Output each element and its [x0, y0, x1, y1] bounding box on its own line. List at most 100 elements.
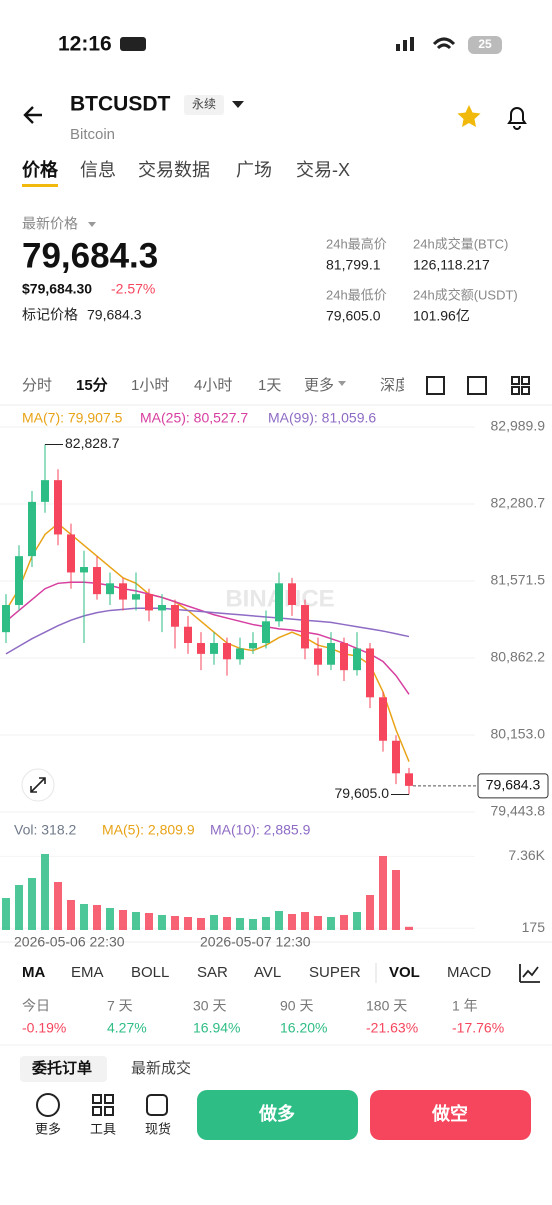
- indicator[interactable]: SUPER: [309, 964, 361, 981]
- ma-legend: MA(25): 80,527.7: [140, 410, 248, 426]
- alert-bell[interactable]: [507, 107, 527, 130]
- candle-body: [236, 648, 244, 660]
- volume-bar: [405, 926, 413, 930]
- indicator[interactable]: MA: [22, 964, 45, 981]
- candle-body: [80, 567, 88, 573]
- volume-bar: [353, 912, 361, 930]
- y-tick-label: 80,153.0: [491, 726, 546, 742]
- volume-bar: [379, 856, 387, 930]
- x-label: 2026-05-06 22:30: [14, 934, 125, 950]
- long-label[interactable]: 做多: [258, 1103, 295, 1124]
- contract-tag: 永续: [192, 97, 216, 111]
- interval[interactable]: 分时: [22, 377, 52, 394]
- period-change: 16.94%: [193, 1020, 240, 1036]
- candle-body: [262, 621, 270, 644]
- tool-label[interactable]: 现货: [145, 1121, 171, 1136]
- favorite-star[interactable]: [457, 105, 481, 127]
- chart-tools[interactable]: [426, 376, 530, 395]
- candle-body: [340, 643, 348, 671]
- tools-icon[interactable]: [92, 1094, 102, 1104]
- more-dropdown[interactable]: [338, 381, 346, 386]
- volume-bar: [392, 870, 400, 930]
- last-price-box: [477, 773, 549, 799]
- tab[interactable]: 交易-X: [296, 160, 350, 180]
- interval[interactable]: 1小时: [131, 377, 169, 394]
- order-tab[interactable]: 委托订单: [32, 1059, 92, 1077]
- y-tick-label: 79,443.8: [491, 803, 546, 819]
- bottom-icons: [36, 1093, 168, 1117]
- interval[interactable]: 15分: [76, 377, 108, 394]
- volume-bar: [2, 898, 10, 930]
- candle-body: [197, 643, 205, 654]
- spot-icon[interactable]: [146, 1094, 168, 1116]
- short-button[interactable]: [370, 1090, 531, 1140]
- ma-legend: MA(99): 81,059.6: [268, 410, 376, 426]
- tab[interactable]: 价格: [22, 159, 59, 180]
- candle-body: [119, 583, 127, 600]
- long-button[interactable]: [197, 1090, 358, 1140]
- wifi-icon: [432, 37, 456, 50]
- dropdown-arrow[interactable]: [232, 101, 244, 108]
- volume-bar: [54, 882, 62, 930]
- volume-bar: [132, 912, 140, 930]
- x-label: 2026-05-07 12:30: [200, 934, 311, 950]
- tab[interactable]: 信息: [80, 160, 116, 180]
- tool-icon[interactable]: [511, 386, 520, 395]
- y-tick-label: 82,989.9: [491, 418, 546, 434]
- indicator[interactable]: SAR: [197, 964, 228, 981]
- tools-icon[interactable]: [104, 1094, 114, 1104]
- period-label: 180 天: [366, 998, 407, 1014]
- tool-icon[interactable]: [511, 376, 520, 385]
- vol-legend: MA(10): 2,885.9: [210, 822, 311, 838]
- volume-bar: [171, 916, 179, 930]
- indicator[interactable]: AVL: [254, 964, 281, 981]
- period-change: -17.76%: [452, 1020, 504, 1036]
- indicator[interactable]: EMA: [71, 964, 104, 981]
- tool-icon[interactable]: [467, 376, 487, 395]
- tools-icon[interactable]: [104, 1106, 114, 1116]
- volume-bar: [41, 854, 49, 930]
- price-dropdown[interactable]: [88, 222, 96, 227]
- y-tick-label: 7.36K: [508, 847, 545, 863]
- stat-value: 101.96亿: [413, 308, 470, 324]
- stat-value: 126,118.217: [413, 257, 490, 273]
- candle-body: [93, 567, 101, 595]
- tool-icon[interactable]: [521, 386, 530, 395]
- tools-icon[interactable]: [92, 1106, 102, 1116]
- period-change: -0.19%: [22, 1020, 66, 1036]
- ma-legend: MA(7): 79,907.5: [22, 410, 123, 426]
- indicator[interactable]: BOLL: [131, 964, 169, 981]
- stat-value: 81,799.1: [326, 257, 381, 273]
- tool-icon[interactable]: [426, 376, 445, 395]
- tab[interactable]: 广场: [236, 160, 272, 180]
- volume-bar: [67, 900, 75, 930]
- order-tab[interactable]: 最新成交: [131, 1059, 191, 1077]
- status-icons: [120, 36, 502, 54]
- interval[interactable]: 4小时: [194, 377, 232, 394]
- interval[interactable]: 更多: [304, 377, 334, 394]
- indicator-settings[interactable]: [519, 964, 540, 983]
- interval[interactable]: 1天: [258, 377, 281, 394]
- price-label: 最新价格: [22, 216, 78, 232]
- indicator[interactable]: MACD: [447, 964, 491, 981]
- candle-body: [54, 480, 62, 535]
- volume-bar: [158, 915, 166, 930]
- candle-body: [210, 643, 218, 654]
- indicator[interactable]: VOL: [389, 964, 420, 981]
- more-icon[interactable]: [36, 1093, 60, 1117]
- back-button[interactable]: [23, 106, 42, 124]
- volume-bar: [249, 919, 257, 930]
- candle-body: [249, 643, 257, 649]
- tab-underline: [22, 184, 58, 187]
- short-label[interactable]: 做空: [431, 1103, 468, 1124]
- vol-legend: MA(5): 2,809.9: [102, 822, 195, 838]
- candle-body: [2, 605, 10, 633]
- candle-body: [184, 626, 192, 644]
- volume-bar: [223, 917, 231, 930]
- tool-label[interactable]: 更多: [35, 1121, 61, 1136]
- candle-body: [353, 648, 361, 671]
- candle-body: [145, 594, 153, 611]
- tool-label[interactable]: 工具: [90, 1121, 116, 1136]
- tab[interactable]: 交易数据: [138, 160, 210, 180]
- tool-icon[interactable]: [521, 376, 530, 385]
